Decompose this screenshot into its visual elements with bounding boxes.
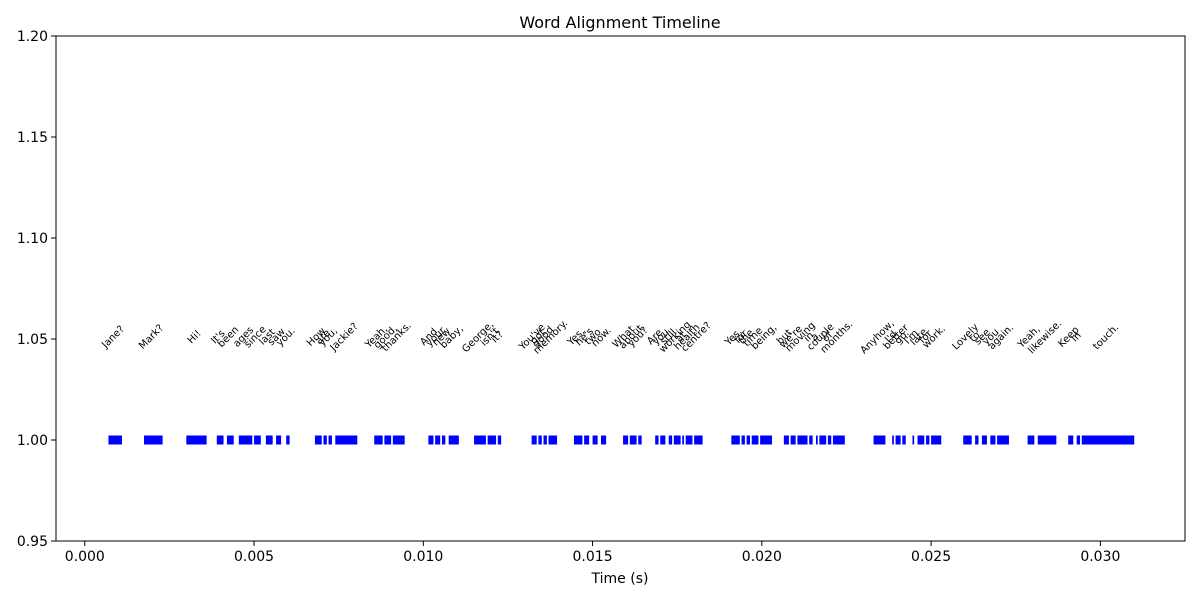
x-tick-label: 0.010 <box>403 549 443 565</box>
word-segment <box>254 435 261 445</box>
word-segment <box>751 435 759 445</box>
word-segment <box>926 435 930 445</box>
word-segments <box>108 435 1135 445</box>
x-tick-label: 0.015 <box>573 549 613 565</box>
word-segment <box>873 435 886 445</box>
word-segment <box>673 435 681 445</box>
y-tick-label: 1.15 <box>17 130 48 146</box>
word-segment <box>895 435 901 445</box>
word-segment <box>543 435 547 445</box>
word-segment <box>912 435 915 445</box>
word-segment <box>592 435 598 445</box>
word-segment <box>1076 435 1081 445</box>
word-segment <box>428 435 434 445</box>
word-segment <box>538 435 542 445</box>
word-segment <box>931 435 942 445</box>
y-tick-label: 1.00 <box>17 433 48 449</box>
word-segment <box>981 435 987 445</box>
word-segment <box>601 435 607 445</box>
word-segment <box>487 435 497 445</box>
word-segment <box>1068 435 1074 445</box>
word-segment <box>832 435 845 445</box>
word-segment <box>573 435 583 445</box>
x-tick-label: 0.025 <box>911 549 951 565</box>
word-segment <box>448 435 459 445</box>
word-segment <box>682 435 684 445</box>
word-segment <box>497 435 502 445</box>
plot-frame <box>55 35 1186 542</box>
x-axis-label: Time (s) <box>591 571 649 587</box>
word-segment <box>1081 435 1135 445</box>
word-segment <box>997 435 1009 445</box>
word-segment <box>226 435 234 445</box>
word-segment <box>638 435 642 445</box>
word-segment <box>108 435 123 445</box>
word-segment <box>441 435 446 445</box>
word-segment <box>276 435 282 445</box>
word-segment <box>731 435 740 445</box>
word-segment <box>668 435 673 445</box>
y-tick-label: 1.20 <box>17 29 48 45</box>
word-segment <box>1027 435 1035 445</box>
x-tick-label: 0.005 <box>234 549 274 565</box>
word-segment <box>809 435 813 445</box>
word-segment <box>963 435 972 445</box>
word-segment <box>990 435 996 445</box>
word-segment <box>328 435 332 445</box>
word-segment <box>790 435 796 445</box>
word-segment <box>474 435 486 445</box>
word-segment <box>584 435 590 445</box>
word-segment <box>186 435 207 445</box>
word-segment <box>827 435 832 445</box>
plot-area <box>55 35 1186 542</box>
chart-title: Word Alignment Timeline <box>519 13 720 32</box>
word-segment <box>265 435 273 445</box>
word-segment <box>685 435 693 445</box>
x-tick-label: 0.000 <box>65 549 105 565</box>
word-segment <box>741 435 745 445</box>
word-segment <box>384 435 392 445</box>
word-segment <box>746 435 750 445</box>
word-segment <box>374 435 383 445</box>
word-segment <box>902 435 906 445</box>
word-segment <box>783 435 789 445</box>
word-segment <box>435 435 441 445</box>
word-segment <box>655 435 659 445</box>
word-segment <box>975 435 979 445</box>
y-tick-label: 0.95 <box>17 534 48 550</box>
y-axis: 0.95 1.00 1.05 1.10 1.15 1.20 <box>17 29 56 550</box>
word-segment <box>144 435 163 445</box>
word-segment <box>694 435 703 445</box>
word-segment <box>216 435 224 445</box>
word-segment <box>819 435 827 445</box>
y-tick-label: 1.05 <box>17 332 48 348</box>
word-segment <box>629 435 637 445</box>
word-segment <box>314 435 322 445</box>
y-tick-label: 1.10 <box>17 231 48 247</box>
word-segment <box>892 435 894 445</box>
word-segment <box>286 435 290 445</box>
word-segment <box>335 435 358 445</box>
word-segment <box>816 435 818 445</box>
word-segment <box>917 435 925 445</box>
x-tick-label: 0.030 <box>1080 549 1120 565</box>
word-segment <box>323 435 327 445</box>
word-segment <box>660 435 666 445</box>
word-segment <box>760 435 772 445</box>
word-segment <box>548 435 558 445</box>
word-segment <box>797 435 808 445</box>
x-tick-label: 0.020 <box>742 549 782 565</box>
word-segment <box>531 435 537 445</box>
word-segment <box>392 435 405 445</box>
x-axis: 0.000 0.005 0.010 0.015 0.020 0.025 0.030 <box>65 541 1120 565</box>
word-segment <box>623 435 629 445</box>
word-segment <box>1037 435 1057 445</box>
word-segment <box>238 435 253 445</box>
